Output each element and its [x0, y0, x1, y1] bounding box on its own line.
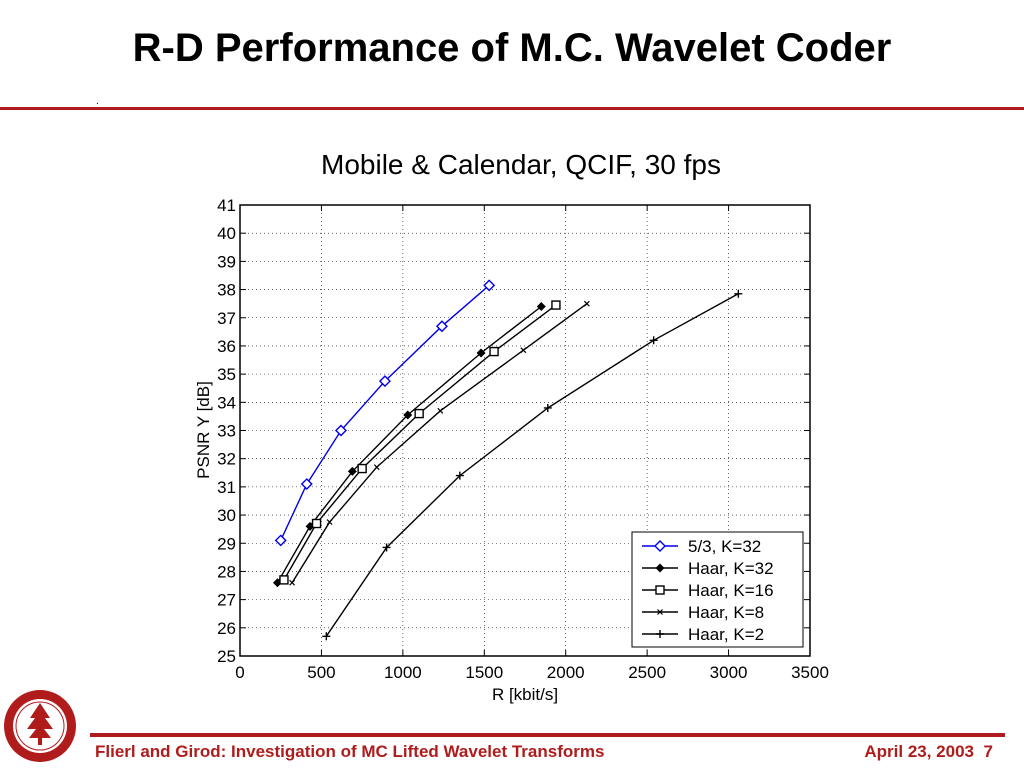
y-tick-label: 35 [217, 365, 236, 384]
y-tick-label: 33 [217, 422, 236, 441]
data-point [414, 408, 424, 419]
legend-label: Haar, K=2 [688, 625, 764, 644]
series-5-3-k-32 [274, 279, 496, 547]
data-point [322, 632, 331, 641]
legend-swatch-marker [654, 540, 666, 552]
data-point [326, 519, 333, 526]
x-tick-label: 500 [307, 663, 335, 682]
slide-title: R-D Performance of M.C. Wavelet Coder [132, 26, 892, 70]
legend-swatch-marker [655, 563, 665, 573]
data-point [334, 424, 347, 437]
y-tick-label: 27 [217, 591, 236, 610]
x-tick-label: 1500 [465, 663, 503, 682]
x-tick-label: 2500 [628, 663, 666, 682]
y-tick-label: 31 [217, 478, 236, 497]
data-point [435, 320, 448, 333]
data-point [520, 347, 527, 354]
data-point [373, 464, 380, 471]
series-haar-k-2 [322, 289, 743, 641]
legend: 5/3, K=32 Haar, K=32 Haar, K=16 Haar, K=8 Ha… [631, 531, 804, 648]
data-point [476, 348, 486, 358]
y-tick-label: 30 [217, 506, 236, 525]
chart-title: Mobile & Calendar, QCIF, 30 fps [321, 149, 721, 180]
data-point [300, 478, 313, 491]
y-tick-label: 25 [217, 647, 236, 666]
legend-label: 5/3, K=32 [688, 537, 761, 556]
legend-entry: Haar, K=16 [642, 581, 774, 600]
series-line [291, 303, 588, 584]
y-tick-label: 32 [217, 450, 236, 469]
series-haar-k-8 [289, 300, 590, 586]
legend-entry: 5/3, K=32 [642, 537, 761, 556]
series-haar-k-16 [279, 300, 561, 585]
axis-ticks: 0 500 1000 1500 2000 2500 3000 3500 25 26 27 28 29 30… [217, 196, 829, 682]
x-tick-label: 0 [235, 663, 244, 682]
data-point [437, 407, 444, 414]
series-group [272, 279, 743, 641]
y-axis-label: PSNR Y [dB] [194, 381, 213, 479]
data-point [403, 410, 413, 420]
series-line [276, 305, 542, 584]
legend-entry: Haar, K=2 [642, 625, 764, 644]
y-tick-label: 38 [217, 281, 236, 300]
footer-text: Flierl and Girod: Investigation of MC Li… [95, 742, 605, 761]
page-number: 7 [983, 742, 993, 761]
y-tick-label: 37 [217, 309, 236, 328]
data-point [649, 336, 658, 345]
y-tick-label: 28 [217, 562, 236, 581]
data-point [382, 543, 391, 552]
data-point [536, 301, 546, 311]
grid-lines [240, 205, 810, 656]
data-point [734, 289, 743, 298]
x-tick-label: 1000 [384, 663, 422, 682]
data-point [551, 300, 561, 310]
y-tick-label: 40 [217, 224, 236, 243]
legend-entry: Haar, K=8 [642, 603, 764, 622]
series-haar-k-32 [272, 301, 546, 588]
data-point [274, 534, 287, 547]
footer-rule [90, 733, 1005, 737]
x-tick-label: 3000 [710, 663, 748, 682]
data-point [483, 279, 496, 292]
legend-swatch-marker [657, 609, 663, 615]
data-point [489, 346, 499, 357]
data-point [455, 471, 464, 480]
data-point [279, 575, 289, 585]
title-rule [0, 107, 1024, 110]
series-line [325, 293, 739, 637]
y-tick-label: 36 [217, 337, 236, 356]
y-tick-label: 29 [217, 534, 236, 553]
data-point [347, 466, 357, 476]
x-tick-label: 2000 [547, 663, 585, 682]
legend-label: Haar, K=8 [688, 603, 764, 622]
y-tick-label: 34 [217, 393, 236, 412]
x-tick-label: 3500 [791, 663, 829, 682]
legend-label: Haar, K=16 [688, 581, 774, 600]
data-point [543, 403, 552, 412]
data-point [378, 375, 391, 388]
legend-label: Haar, K=32 [688, 559, 774, 578]
footer-date: April 23, 2003 [864, 742, 974, 761]
legend-swatch-marker [656, 630, 664, 638]
data-point [357, 463, 367, 474]
series-line [283, 304, 557, 581]
data-point [289, 579, 296, 586]
y-tick-label: 39 [217, 252, 236, 271]
rd-chart: Mobile & Calendar, QCIF, 30 fps 0 500 1000… [194, 149, 829, 704]
legend-swatch-marker [655, 585, 665, 595]
data-point [311, 518, 322, 529]
x-axis-label: R [kbit/s] [492, 685, 558, 704]
y-tick-label: 41 [217, 196, 236, 215]
data-point [583, 300, 590, 307]
series-line [280, 284, 490, 541]
stanford-seal-icon [4, 690, 76, 762]
legend-entry: Haar, K=32 [642, 559, 774, 578]
y-tick-label: 26 [217, 619, 236, 638]
title-dot: . [96, 96, 99, 107]
